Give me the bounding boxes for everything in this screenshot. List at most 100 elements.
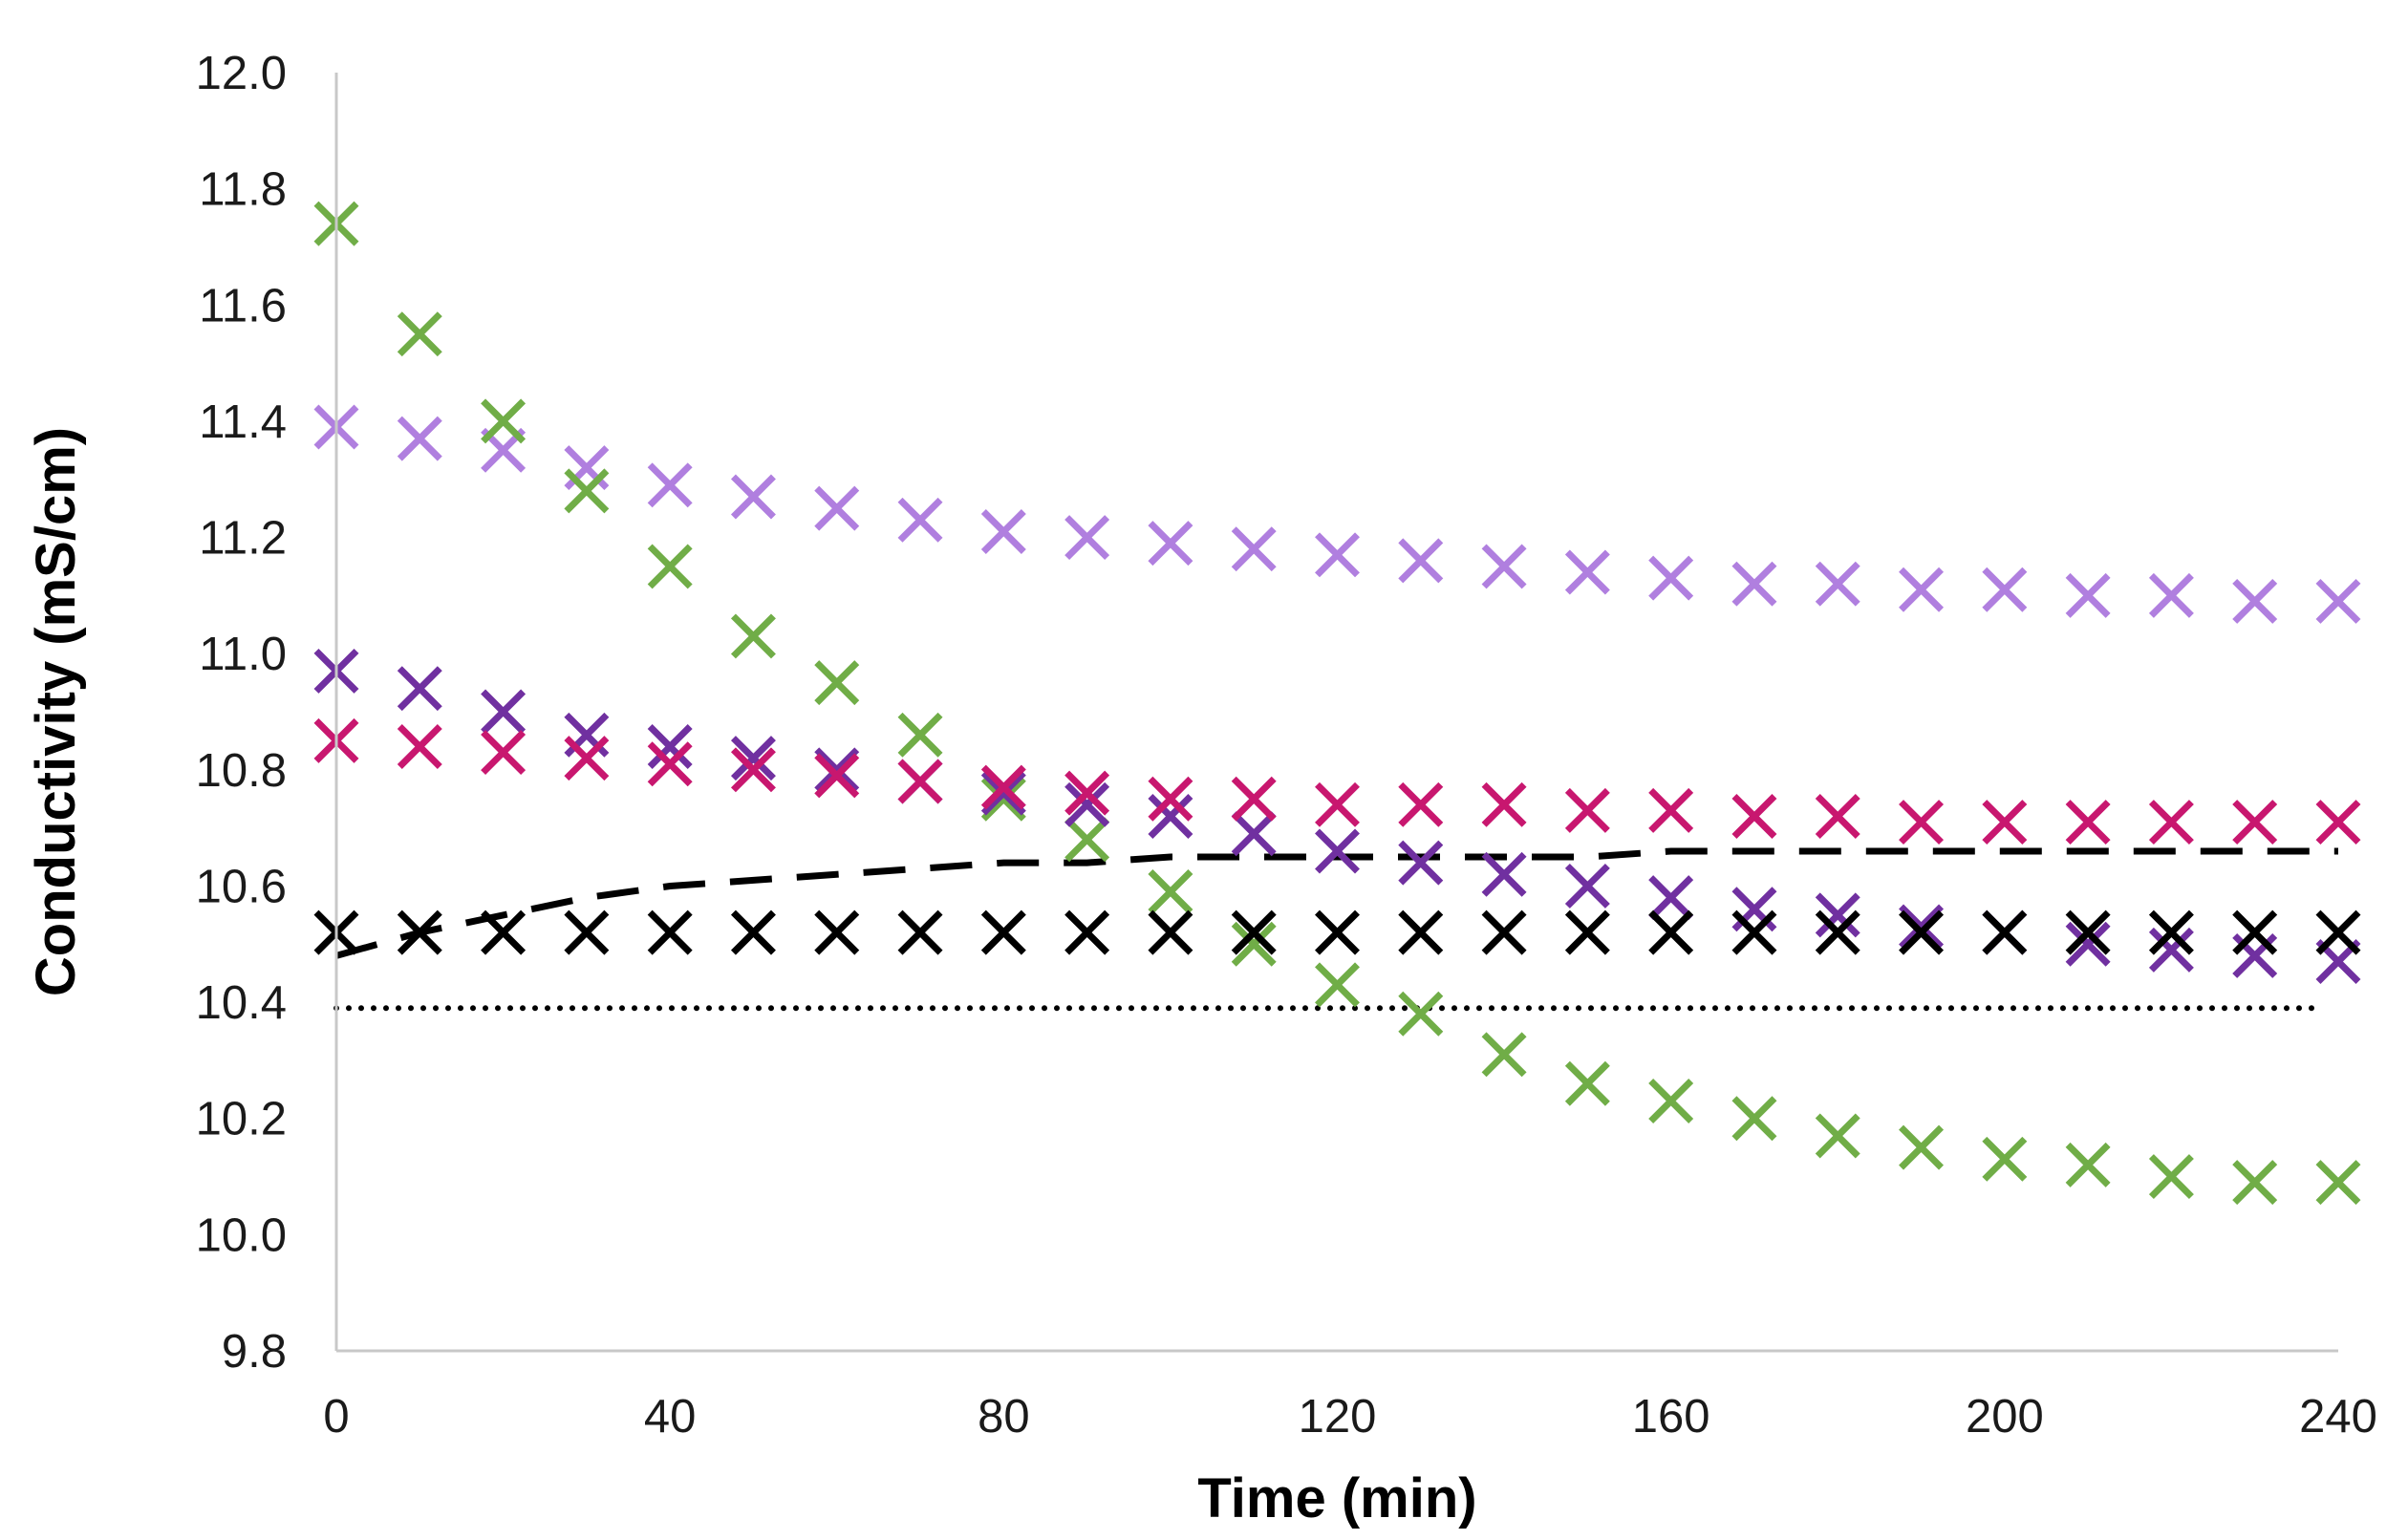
axes bbox=[334, 73, 2338, 1353]
data-point-series-2 bbox=[1815, 1113, 1860, 1159]
data-point-series-2 bbox=[1648, 1079, 1694, 1123]
data-point-series-1 bbox=[1231, 526, 1277, 572]
data-point-series-4 bbox=[1564, 787, 1610, 833]
data-point-series-3 bbox=[814, 747, 860, 793]
data-point-series-3 bbox=[1899, 904, 1945, 950]
y-tick-label: 11.2 bbox=[199, 513, 287, 565]
y-tick-label: 10.0 bbox=[196, 1209, 287, 1261]
data-point-series-1 bbox=[980, 508, 1026, 554]
data-point-series-5 bbox=[2065, 909, 2111, 955]
data-point-series-3 bbox=[647, 724, 693, 769]
data-point-series-5 bbox=[1398, 909, 1444, 955]
data-point-series-3 bbox=[481, 689, 527, 735]
data-point-series-4 bbox=[1231, 776, 1277, 822]
data-point-series-2 bbox=[897, 712, 943, 758]
data-point-series-5 bbox=[1064, 909, 1110, 955]
data-point-series-3 bbox=[980, 770, 1026, 816]
data-point-series-5 bbox=[481, 909, 527, 955]
data-point-series-4 bbox=[980, 764, 1026, 810]
data-point-series-1 bbox=[1899, 567, 1945, 612]
data-point-series-5 bbox=[980, 909, 1026, 955]
data-point-series-5 bbox=[1315, 909, 1360, 955]
data-point-series-2 bbox=[1481, 1032, 1527, 1078]
y-tick-label: 11.6 bbox=[199, 280, 287, 332]
y-tick-label: 10.4 bbox=[196, 977, 287, 1029]
x-tick-label: 200 bbox=[1966, 1391, 2044, 1443]
data-point-series-1 bbox=[2065, 572, 2111, 618]
data-point-series-3 bbox=[564, 712, 610, 758]
data-point-series-5 bbox=[814, 909, 860, 955]
x-axis-title: Time (min) bbox=[1197, 1467, 1476, 1529]
data-point-series-2 bbox=[1148, 869, 1193, 915]
data-point-series-5 bbox=[1148, 909, 1193, 955]
data-point-series-5 bbox=[897, 909, 943, 955]
data-point-series-3 bbox=[1148, 793, 1193, 839]
data-point-series-2 bbox=[1731, 1096, 1777, 1142]
data-point-series-5 bbox=[2315, 909, 2361, 955]
data-point-series-4 bbox=[2148, 800, 2194, 845]
data-point-series-1 bbox=[2148, 572, 2194, 618]
data-point-series-1 bbox=[730, 474, 776, 520]
data-point-series-1 bbox=[1648, 555, 1694, 601]
data-point-series-3 bbox=[397, 666, 442, 712]
x-tick-label: 40 bbox=[644, 1391, 697, 1443]
data-point-series-2 bbox=[1064, 817, 1110, 863]
data-point-series-4 bbox=[730, 747, 776, 793]
data-point-series-4 bbox=[1398, 781, 1444, 827]
data-point-series-5 bbox=[1231, 909, 1277, 955]
dashed-reference-line bbox=[335, 847, 2338, 959]
data-point-series-4 bbox=[1315, 781, 1360, 827]
data-point-series-4 bbox=[647, 741, 693, 787]
data-point-series-1 bbox=[1815, 561, 1860, 607]
y-tick-label: 10.6 bbox=[196, 861, 287, 912]
data-point-series-5 bbox=[647, 909, 693, 955]
data-point-series-1 bbox=[1148, 521, 1193, 567]
data-point-series-4 bbox=[1648, 787, 1694, 833]
data-point-series-3 bbox=[1648, 875, 1694, 921]
data-point-series-5 bbox=[564, 909, 610, 955]
data-point-series-5 bbox=[2232, 909, 2278, 955]
x-tick-label: 160 bbox=[1632, 1391, 1710, 1443]
data-point-series-2 bbox=[1231, 921, 1277, 967]
data-point-series-1 bbox=[2232, 578, 2278, 624]
data-point-series-3 bbox=[1815, 892, 1860, 938]
data-point-series-2 bbox=[2315, 1160, 2361, 1206]
data-point-series-1 bbox=[1731, 561, 1777, 607]
data-point-series-3 bbox=[1731, 887, 1777, 932]
y-tick-label: 12.0 bbox=[196, 48, 287, 99]
data-point-series-3 bbox=[1064, 781, 1110, 827]
data-point-series-2 bbox=[1315, 962, 1360, 1008]
data-point-series-2 bbox=[564, 468, 610, 514]
data-point-series-3 bbox=[1398, 840, 1444, 886]
data-point-series-4 bbox=[1815, 793, 1860, 839]
data-point-series-2 bbox=[481, 398, 527, 444]
data-point-series-5 bbox=[1899, 909, 1945, 955]
data-point-series-3 bbox=[730, 736, 776, 781]
y-tick-label: 10.8 bbox=[196, 745, 287, 797]
data-point-series-4 bbox=[2065, 800, 2111, 845]
data-point-series-4 bbox=[897, 759, 943, 804]
data-point-series-5 bbox=[1481, 909, 1527, 955]
data-point-series-5 bbox=[1815, 909, 1860, 955]
data-point-series-2 bbox=[2232, 1160, 2278, 1206]
data-point-series-3 bbox=[1481, 851, 1527, 897]
data-point-series-4 bbox=[2315, 800, 2361, 845]
data-point-series-3 bbox=[1564, 863, 1610, 909]
x-tick-label: 120 bbox=[1299, 1391, 1377, 1443]
data-point-series-4 bbox=[1481, 781, 1527, 827]
data-point-series-5 bbox=[1731, 909, 1777, 955]
data-point-series-5 bbox=[1982, 909, 2028, 955]
data-point-series-1 bbox=[2315, 578, 2361, 624]
data-point-series-3 bbox=[1231, 811, 1277, 857]
x-tick-labels: 0 40 80 120 160 200 240 bbox=[323, 1391, 2377, 1443]
x-tick-label: 0 bbox=[323, 1391, 349, 1443]
data-point-series-2 bbox=[2065, 1142, 2111, 1187]
data-point-series-1 bbox=[564, 445, 610, 491]
data-point-series-2 bbox=[397, 311, 442, 357]
data-point-series-1 bbox=[1982, 567, 2028, 612]
data-point-series-1 bbox=[647, 462, 693, 508]
data-point-series-1 bbox=[1481, 544, 1527, 589]
data-point-series-1 bbox=[1064, 515, 1110, 561]
data-point-series-2 bbox=[980, 776, 1026, 822]
